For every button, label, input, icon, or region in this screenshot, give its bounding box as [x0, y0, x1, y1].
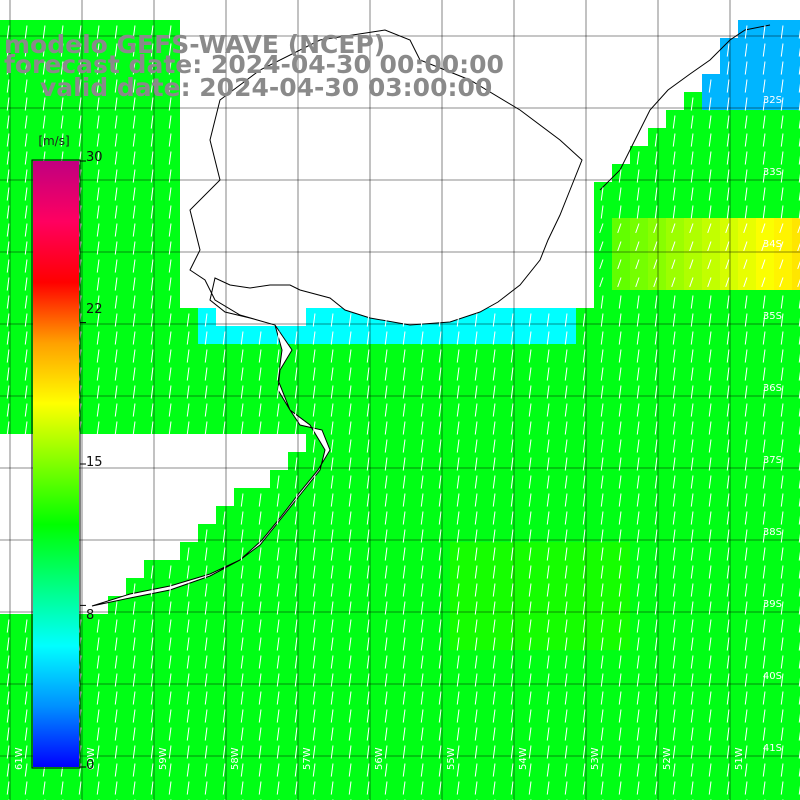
lat-label: 39S: [763, 599, 782, 610]
colorbar-unit: [m/s]: [38, 134, 70, 148]
lon-label: 59W: [158, 747, 169, 770]
lat-label: 38S: [763, 527, 782, 538]
latitude-labels: 32S 33S 34S 35S 36S 37S 38S 39S 40S 41S: [763, 95, 782, 754]
lat-label: 41S: [763, 743, 782, 754]
map-title: modelo GEFS-WAVE (NCEP): [4, 30, 386, 59]
land-area: [91, 24, 771, 607]
lon-label: 61W: [14, 747, 25, 770]
longitude-labels: 61W 60W 59W 58W 57W 56W 55W 54W 53W 52W 51W: [14, 747, 745, 770]
colorbar-tick-15: 15: [86, 455, 103, 470]
colorbar-tick-30: 30: [86, 150, 103, 165]
wind-arrows: [6, 25, 800, 800]
lat-label: 40S: [763, 671, 782, 682]
lat-label: 36S: [763, 383, 782, 394]
coastline: [91, 29, 583, 607]
lon-label: 53W: [590, 747, 601, 770]
lon-label: 55W: [446, 747, 457, 770]
colorbar-gradient: [33, 161, 79, 767]
lat-label: 33S: [763, 167, 782, 178]
forecast-date: forecast date: 2024-04-30 00:00:00: [4, 50, 504, 79]
lon-label: 57W: [302, 747, 313, 770]
lat-label: 35S: [763, 311, 782, 322]
colorbar: [33, 160, 86, 768]
colorbar-tick-22: 22: [86, 302, 103, 317]
valid-date: valid date: 2024-04-30 03:00:00: [40, 73, 493, 102]
coastline-north: [599, 24, 771, 191]
lon-label: 54W: [518, 747, 529, 770]
colorbar-tick-0: 0: [86, 758, 95, 773]
lat-label: 32S: [763, 95, 782, 106]
lon-label: 58W: [230, 747, 241, 770]
lat-label: 37S: [763, 455, 782, 466]
colorbar-tick-8: 8: [86, 608, 95, 623]
lon-label: 52W: [662, 747, 673, 770]
lon-label: 51W: [734, 747, 745, 770]
lon-label: 60W: [86, 747, 97, 770]
lon-label: 56W: [374, 747, 385, 770]
lat-label: 34S: [763, 239, 782, 250]
